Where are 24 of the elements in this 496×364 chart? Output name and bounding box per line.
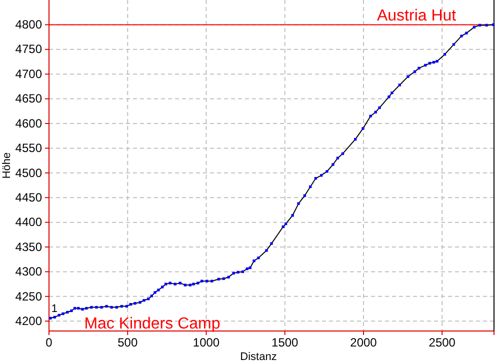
x-tick-label: 2000 [350, 336, 378, 350]
y-tick-label: 4250 [15, 289, 42, 304]
y-tick-label: 4650 [15, 92, 42, 106]
annotation: 1 [51, 303, 58, 316]
y-tick-label: 4800 [15, 18, 42, 32]
y-tick-label: 4750 [15, 42, 42, 56]
y-tick-label: 4500 [15, 166, 42, 180]
y-tick-label: 4700 [15, 66, 42, 81]
x-axis-title: Distanz [240, 351, 277, 363]
annotation: Mac Kinders Camp [84, 316, 220, 333]
x-tick-label: 1500 [272, 336, 299, 350]
y-axis-title: Höhe [1, 152, 13, 179]
y-tick-label: 4350 [15, 240, 42, 254]
x-tick-label: 2500 [428, 336, 456, 350]
y-tick-label: 4200 [15, 314, 42, 328]
y-tick-label: 4550 [15, 141, 42, 156]
y-tick-label: 4400 [15, 215, 42, 230]
y-tick-label: 4450 [15, 190, 42, 204]
x-tick-label: 1000 [192, 336, 220, 350]
y-tick-label: 4600 [15, 116, 42, 130]
x-tick-label: 500 [118, 336, 138, 350]
x-tick-label: 0 [46, 336, 53, 350]
y-tick-label: 4300 [15, 264, 42, 279]
annotation: Austria Hut [377, 8, 457, 25]
